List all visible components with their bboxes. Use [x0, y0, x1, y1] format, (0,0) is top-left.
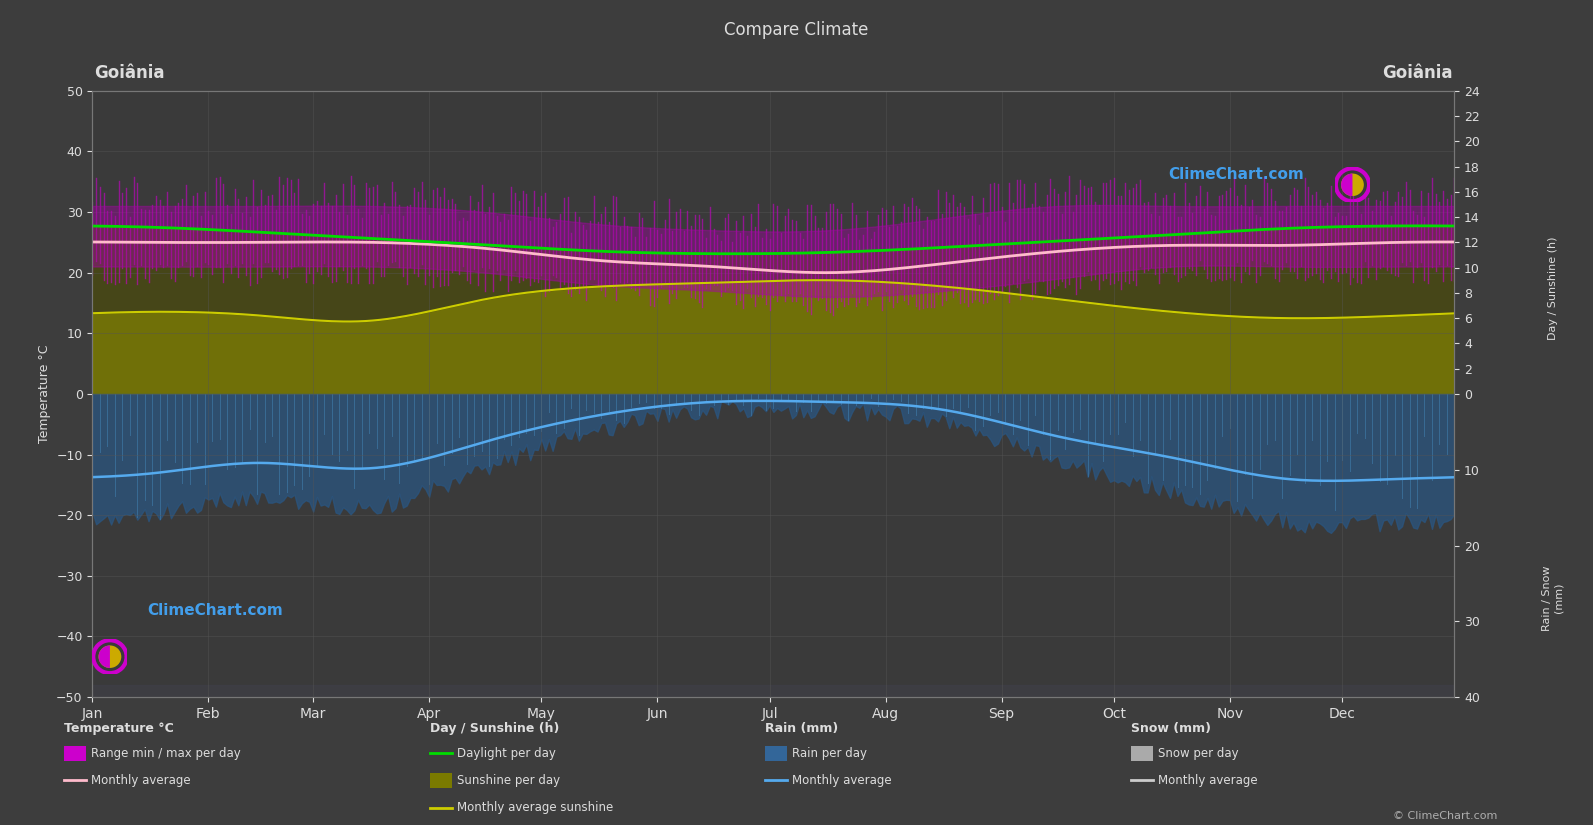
Text: Snow per day: Snow per day: [1158, 747, 1239, 760]
Wedge shape: [1341, 173, 1352, 196]
Text: Monthly average: Monthly average: [1158, 774, 1258, 787]
Text: Goiânia: Goiânia: [94, 64, 164, 82]
Wedge shape: [99, 645, 110, 668]
Text: Rain per day: Rain per day: [792, 747, 867, 760]
Text: ClimeChart.com: ClimeChart.com: [1168, 167, 1305, 182]
Text: Goiânia: Goiânia: [1383, 64, 1453, 82]
Text: Compare Climate: Compare Climate: [725, 21, 868, 39]
Wedge shape: [1341, 173, 1364, 196]
Text: © ClimeChart.com: © ClimeChart.com: [1392, 811, 1497, 821]
Text: ClimeChart.com: ClimeChart.com: [147, 603, 282, 618]
Text: Sunshine per day: Sunshine per day: [457, 774, 561, 787]
Text: Rain / Snow
(mm): Rain / Snow (mm): [1542, 565, 1564, 631]
Text: Monthly average: Monthly average: [91, 774, 191, 787]
Text: Daylight per day: Daylight per day: [457, 747, 556, 760]
Y-axis label: Temperature °C: Temperature °C: [38, 345, 51, 443]
Wedge shape: [99, 645, 121, 668]
Text: Day / Sunshine (h): Day / Sunshine (h): [430, 722, 559, 735]
Text: Day / Sunshine (h): Day / Sunshine (h): [1548, 237, 1558, 341]
Text: Snow (mm): Snow (mm): [1131, 722, 1211, 735]
Text: Range min / max per day: Range min / max per day: [91, 747, 241, 760]
Text: Monthly average sunshine: Monthly average sunshine: [457, 801, 613, 814]
Text: Rain (mm): Rain (mm): [765, 722, 838, 735]
Text: Temperature °C: Temperature °C: [64, 722, 174, 735]
Text: Monthly average: Monthly average: [792, 774, 892, 787]
